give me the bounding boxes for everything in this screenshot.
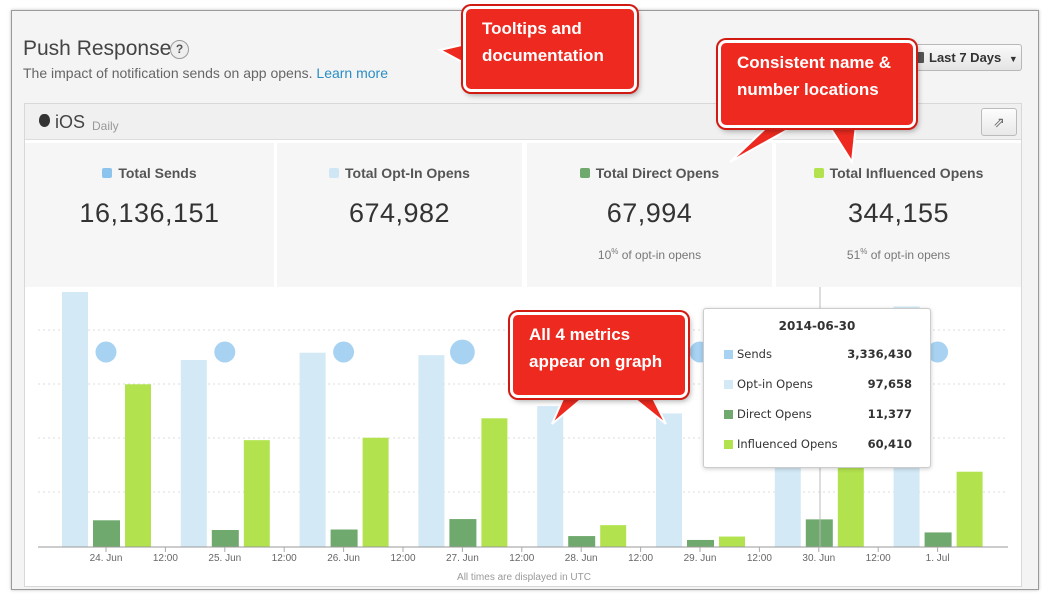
bubble-sends	[450, 339, 475, 365]
metric-label: Total Sends	[118, 165, 197, 181]
tooltip-value: 11,377	[867, 407, 912, 421]
bar-direct-opens	[330, 529, 358, 547]
apple-icon	[39, 114, 50, 127]
metric-label: Total Direct Opens	[595, 165, 720, 181]
bubble-sends	[214, 341, 236, 363]
date-range-label: Last 7 Days	[929, 50, 1002, 65]
metric-subtext: 10% of opt-in opens	[597, 247, 702, 262]
export-button[interactable]: ⇗	[981, 108, 1017, 136]
bar-direct-opens	[211, 530, 239, 547]
x-tick-label: 12:00	[628, 553, 653, 564]
chart-tooltip: 2014-06-30 Sends 3,336,430 Opt-in Opens 97…	[703, 308, 931, 468]
metric-swatch	[102, 168, 113, 178]
metric-sub-pct: 10	[597, 248, 612, 262]
bar-optin-opens	[299, 352, 326, 547]
metric-total-influenced-opens: Total Influenced Opens 344,155 51% of op…	[776, 143, 1021, 287]
x-tick-label: 1. Jul	[926, 553, 950, 564]
callout-consistent: Consistent name & number locations	[718, 40, 916, 128]
metric-label: Total Opt-In Opens	[345, 165, 470, 181]
bar-direct-opens	[805, 519, 833, 547]
date-range-dropdown[interactable]: Last 7 Days ▼	[910, 44, 1022, 71]
x-tick-label: 30. Jun	[802, 553, 835, 564]
tooltip-swatch	[724, 380, 733, 389]
x-tick-label: 24. Jun	[90, 553, 123, 564]
tooltip-date: 2014-06-30	[778, 319, 856, 333]
x-tick-label: 26. Jun	[327, 553, 360, 564]
metric-swatch	[813, 168, 824, 178]
x-tick-label: 28. Jun	[565, 553, 598, 564]
metric-value: 16,136,151	[79, 198, 220, 228]
page-subtitle: The impact of notification sends on app …	[23, 65, 388, 81]
metric-value: 67,994	[606, 198, 693, 228]
x-tick-label: 12:00	[509, 553, 534, 564]
metric-sub-text: of opt-in opens	[621, 248, 702, 262]
tooltip-value: 60,410	[867, 437, 912, 451]
x-tick-label: 12:00	[390, 553, 415, 564]
bubble-sends	[95, 341, 117, 363]
tooltip-swatch	[724, 410, 733, 419]
x-tick-label: 29. Jun	[684, 553, 717, 564]
bar-influenced-opens	[125, 384, 151, 547]
tooltip-swatch	[724, 440, 733, 449]
bar-optin-opens	[180, 360, 207, 547]
metric-value: 344,155	[847, 198, 950, 228]
page-title: Push Response	[23, 37, 172, 60]
bar-optin-opens	[537, 406, 564, 547]
tooltip-row-optin: Opt-in Opens 97,658	[724, 377, 912, 393]
metric-total-sends: Total Sends 16,136,151	[25, 143, 274, 287]
tooltip-value: 97,658	[867, 377, 912, 391]
calendar-icon	[916, 52, 924, 63]
x-tick-label: 12:00	[153, 553, 178, 564]
tooltip-label: Influenced Opens	[737, 437, 838, 451]
metric-value: 674,982	[348, 198, 451, 228]
metric-sub-text: of opt-in opens	[870, 248, 951, 262]
help-icon[interactable]: ?	[170, 40, 189, 59]
bar-influenced-opens	[362, 437, 389, 547]
metric-total-direct-opens: Total Direct Opens 67,994 10% of opt-in …	[527, 143, 772, 287]
bar-direct-opens	[924, 532, 952, 547]
bar-direct-opens	[449, 519, 477, 547]
platform-name: iOS	[55, 112, 86, 132]
tooltip-label: Direct Opens	[737, 407, 812, 421]
learn-more-link[interactable]: Learn more	[316, 65, 388, 81]
callout-tooltips: Tooltips and documentation	[463, 6, 637, 92]
bar-optin-opens	[656, 413, 682, 547]
tooltip-value: 3,336,430	[847, 347, 912, 361]
x-tick-label: 25. Jun	[208, 553, 241, 564]
export-icon: ⇗	[993, 114, 1005, 130]
callout-metrics: All 4 metrics appear on graph	[510, 312, 688, 398]
chevron-down-icon: ▼	[1008, 54, 1018, 64]
bar-influenced-opens	[481, 418, 508, 547]
chart-footnote: All times are displayed in UTC	[457, 572, 591, 583]
bar-influenced-opens	[243, 440, 270, 547]
bar-influenced-opens	[600, 525, 627, 547]
metric-swatch	[579, 168, 590, 178]
tooltip-swatch	[724, 350, 733, 359]
frequency-label: Daily	[92, 119, 119, 133]
bar-direct-opens	[568, 536, 596, 547]
bar-influenced-opens	[956, 471, 983, 547]
tooltip-row-influenced: Influenced Opens 60,410	[724, 437, 912, 453]
tooltip-row-sends: Sends 3,336,430	[724, 347, 912, 363]
bubble-sends	[927, 341, 949, 363]
tooltip-label: Opt-in Opens	[737, 377, 813, 391]
subtitle-text: The impact of notification sends on app …	[23, 65, 313, 81]
tooltip-label: Sends	[737, 347, 772, 361]
metric-swatch	[329, 168, 340, 178]
tooltip-row-direct: Direct Opens 11,377	[724, 407, 912, 423]
metric-total-optin-opens: Total Opt-In Opens 674,982	[277, 143, 522, 287]
bar-direct-opens	[687, 539, 714, 547]
x-tick-label: 12:00	[747, 553, 772, 564]
metric-label: Total Influenced Opens	[829, 165, 984, 181]
bar-optin-opens	[418, 355, 445, 547]
x-tick-label: 12:00	[866, 553, 891, 564]
bar-optin-opens	[62, 292, 88, 547]
metric-subtext: 51% of opt-in opens	[846, 247, 951, 262]
x-tick-label: 12:00	[272, 553, 297, 564]
metric-sub-pct: 51	[846, 248, 861, 262]
bar-direct-opens	[93, 520, 120, 547]
bubble-sends	[333, 341, 355, 363]
x-tick-label: 27. Jun	[446, 553, 479, 564]
bar-influenced-opens	[719, 536, 745, 547]
